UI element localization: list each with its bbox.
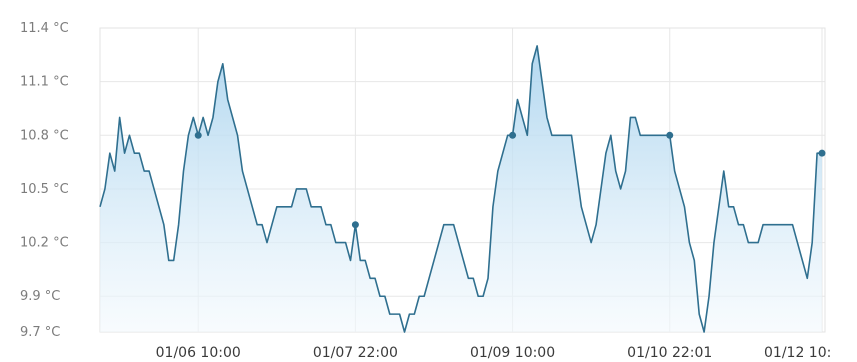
marker-layer [194,131,826,229]
y-axis-tick-labels: 11.4 °C 11.1 °C 10.8 °C 10.5 °C 10.2 °C 9.9 °… [20,21,69,340]
data-point-marker[interactable] [666,131,674,139]
x-axis-tick-labels: 01/06 10:00 01/07 22:00 01/09 10:00 01/10 2… [156,345,832,361]
x-tick-label: 01/06 10:00 [156,345,241,361]
data-point-marker[interactable] [509,131,517,139]
y-tick-label: 9.9 °C [20,289,60,304]
y-tick-label: 10.8 °C [20,128,69,143]
x-tick-label: 01/07 22:00 [313,345,398,361]
y-tick-label: 11.1 °C [20,75,69,90]
area-fill-layer [100,45,822,332]
area-fill [100,45,822,332]
data-point-marker[interactable] [818,149,826,157]
temperature-series-line [99,45,822,333]
x-tick-label: 01/09 10:00 [470,345,555,361]
data-point-marker[interactable] [194,131,202,139]
y-tick-label: 10.2 °C [20,236,69,251]
y-tick-label: 11.4 °C [20,21,69,36]
x-tick-label: 01/12 10: [764,345,831,361]
series-line-layer [99,45,822,333]
x-tick-label: 01/10 22:01 [627,345,712,361]
data-point-marker[interactable] [351,221,359,229]
y-tick-label: 10.5 °C [20,182,69,197]
y-tick-label: 9.7 °C [20,325,60,340]
